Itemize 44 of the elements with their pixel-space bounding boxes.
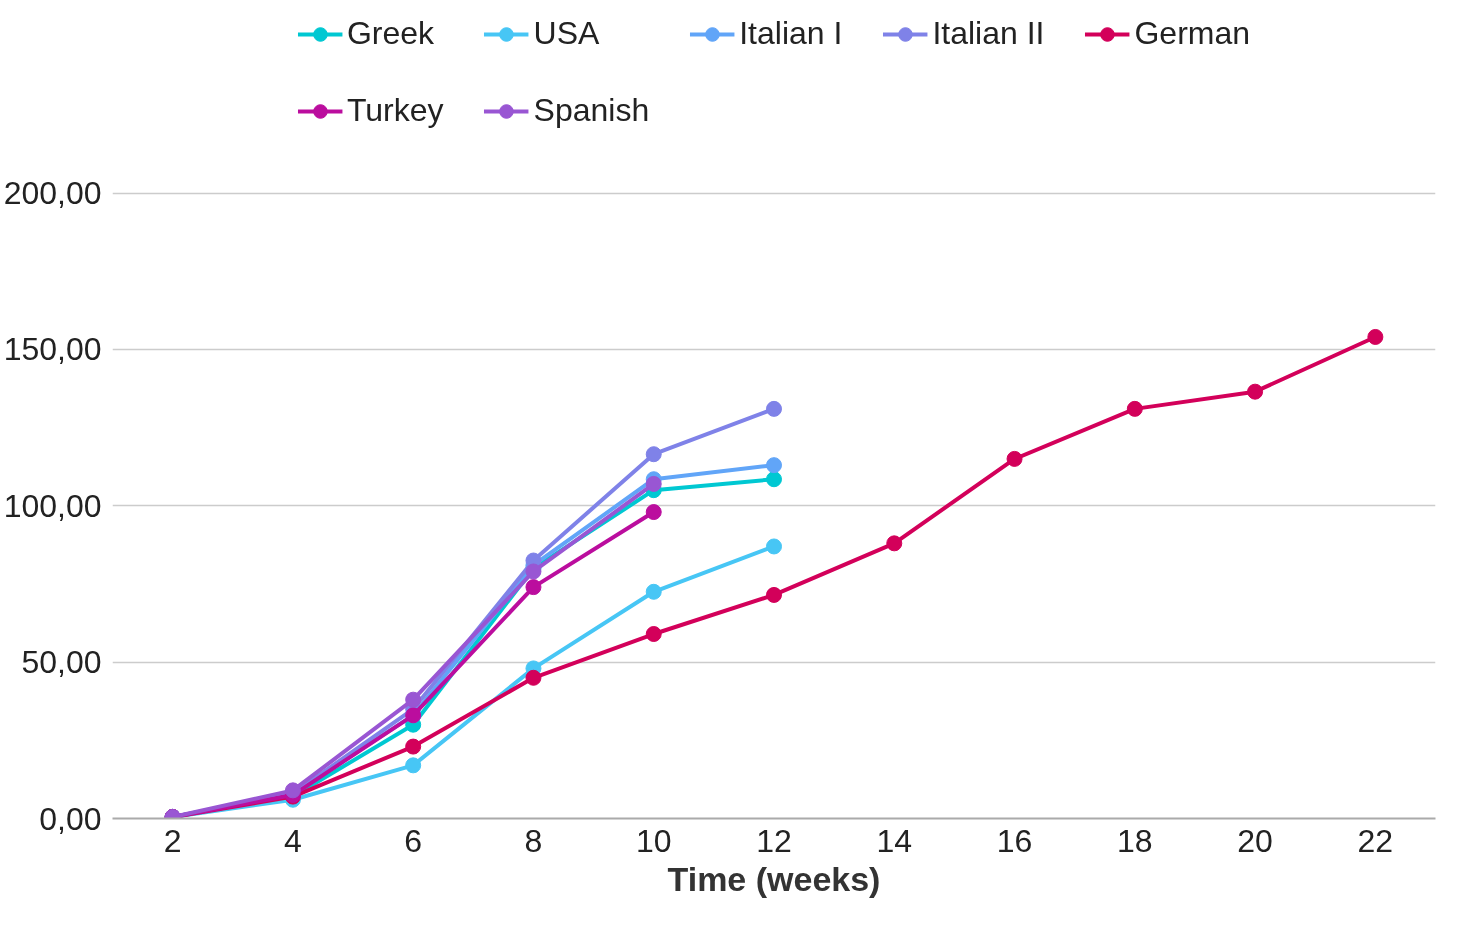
point [645, 446, 662, 463]
point [1367, 328, 1384, 345]
point [1006, 450, 1023, 467]
legend-label: German [1134, 15, 1251, 52]
point [525, 669, 542, 686]
x-tick-label: 8 [524, 822, 543, 859]
x-tick-label: 12 [756, 822, 792, 859]
point [1126, 400, 1143, 417]
legend-label: Turkey [346, 92, 444, 129]
point [405, 691, 422, 708]
point [645, 583, 662, 600]
point [405, 738, 422, 755]
x-tick-label: 16 [996, 822, 1033, 859]
x-tick-label: 14 [876, 822, 913, 859]
y-tick-label: 100,00 [3, 487, 102, 524]
legend-label: Spanish [533, 92, 650, 129]
legend-label: Greek [346, 15, 435, 52]
point [766, 538, 782, 555]
point [766, 586, 782, 603]
y-tick-label: 50,00 [21, 644, 102, 681]
point [405, 757, 422, 774]
y-tick-label: 200,00 [3, 175, 102, 212]
x-tick-label: 4 [284, 822, 302, 859]
legend-label: Italian I [739, 15, 843, 52]
x-tick-label: 20 [1237, 822, 1273, 859]
point [886, 535, 903, 552]
y-tick-label: 0,00 [39, 800, 102, 837]
point [766, 457, 782, 474]
point [645, 626, 662, 642]
y-tick-label: 150,00 [3, 331, 102, 368]
x-tick-label: 10 [635, 822, 672, 859]
point [645, 504, 662, 521]
x-tick-label: 18 [1117, 822, 1153, 859]
point [1247, 383, 1264, 400]
x-tick-label: 6 [404, 822, 423, 859]
x-tick-label: 22 [1357, 822, 1394, 859]
legend-label: Italian II [932, 15, 1045, 52]
point [766, 400, 782, 417]
point [525, 579, 542, 596]
point [645, 475, 662, 492]
x-tick-label: 2 [163, 822, 182, 859]
point [766, 471, 782, 488]
x-axis-title: Time (weeks) [667, 859, 881, 898]
legend-label: USA [533, 15, 600, 52]
